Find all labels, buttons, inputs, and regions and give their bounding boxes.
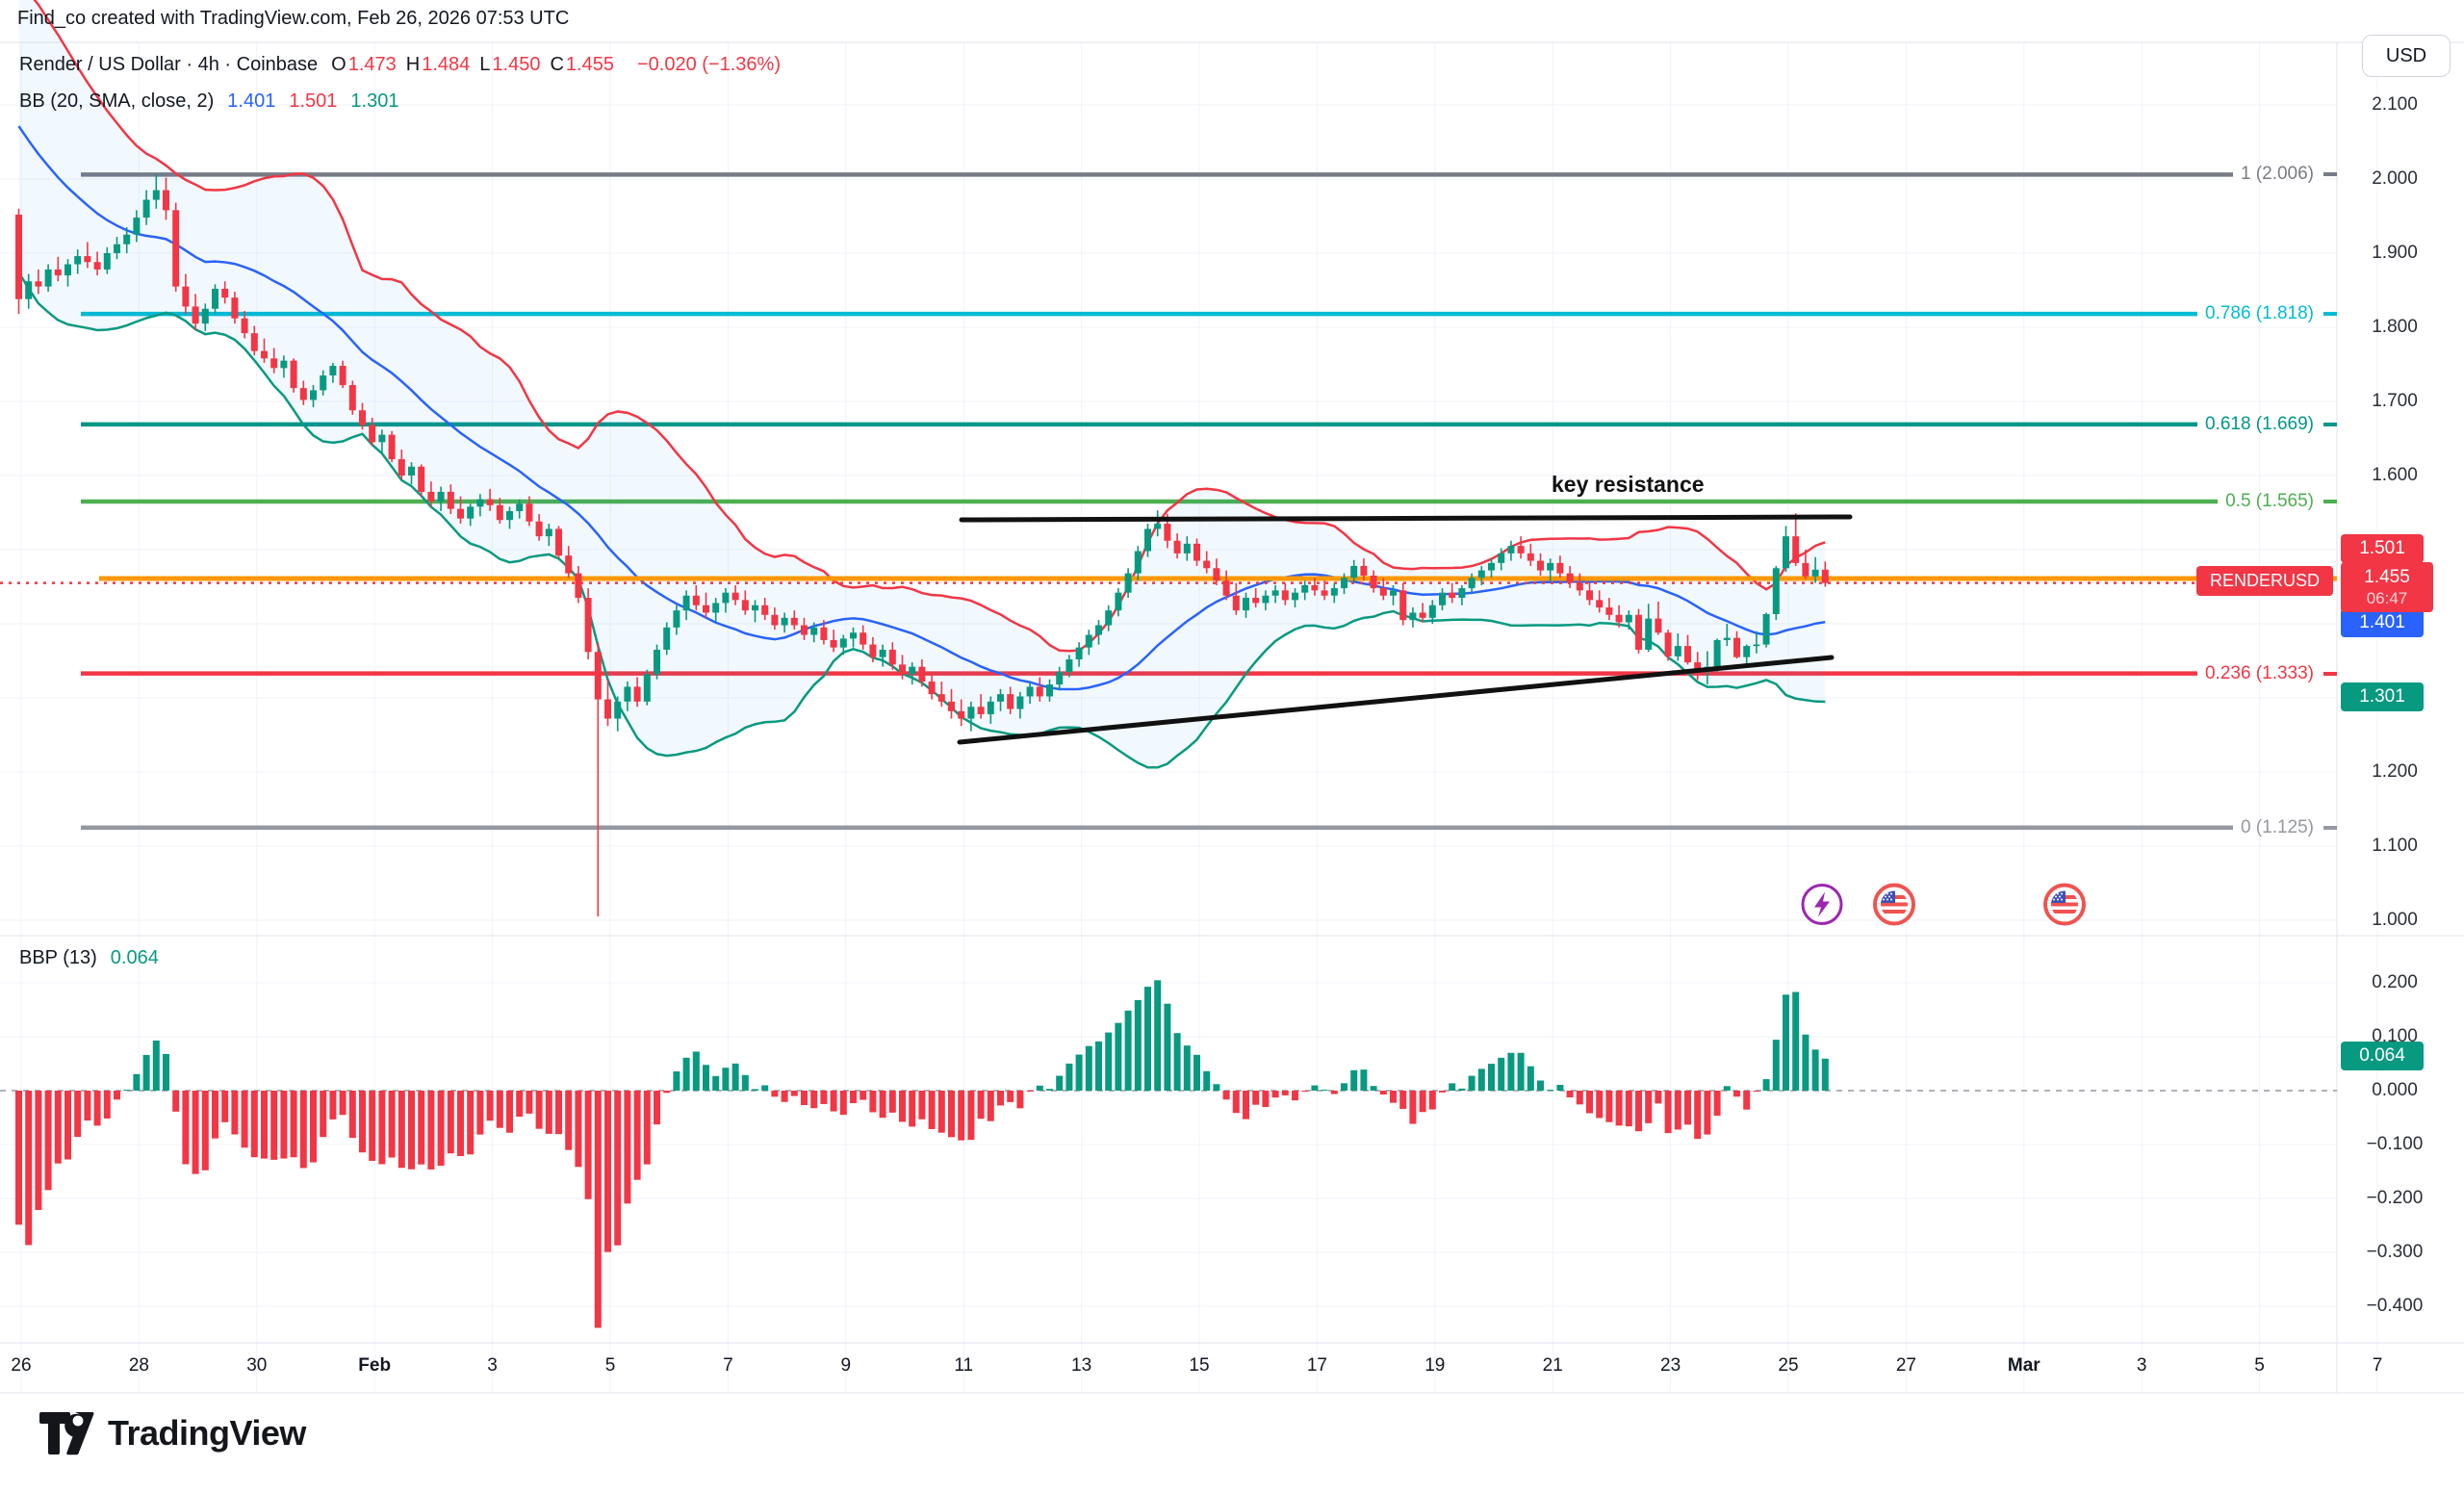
time-axis-label: 5 bbox=[604, 1355, 616, 1376]
tradingview-logo-icon bbox=[39, 1412, 94, 1455]
bb-label: BB (20, SMA, close, 2) bbox=[19, 90, 215, 112]
fib-level-dash bbox=[2323, 499, 2337, 503]
ohlc-l: L 1.450 bbox=[479, 54, 541, 75]
symbol-title: Render / US Dollar · 4h · Coinbase bbox=[19, 54, 319, 75]
ohlc-values: O 1.473 H 1.484 L 1.450 C 1.455 bbox=[331, 54, 624, 76]
bbp-axis-label: 0.100 bbox=[2372, 1026, 2418, 1046]
fib-level-label: 0.786 (1.818) bbox=[2196, 303, 2322, 325]
bbp-axis-label: 0.200 bbox=[2372, 972, 2418, 992]
fib-level-label: 0.5 (1.565) bbox=[2218, 490, 2322, 512]
bbp-axis-label: −0.100 bbox=[2366, 1134, 2424, 1154]
time-axis-label: 7 bbox=[723, 1355, 733, 1376]
bbp-axis-label: −0.400 bbox=[2366, 1296, 2424, 1316]
fib-level-dash bbox=[2323, 312, 2337, 317]
time-axis-label: 7 bbox=[2372, 1355, 2383, 1376]
time-axis-label: 11 bbox=[954, 1355, 974, 1376]
time-axis-label: 28 bbox=[128, 1355, 149, 1376]
time-axis-label: 9 bbox=[840, 1355, 852, 1376]
price-axis-label: 1.800 bbox=[2372, 317, 2418, 337]
bbp-label: BBP (13) bbox=[19, 947, 97, 968]
fib-level-dash bbox=[2323, 825, 2337, 830]
last-price-value: 1.455 bbox=[2364, 567, 2410, 587]
bbp-axis-label: −0.300 bbox=[2366, 1242, 2424, 1262]
bbp-indicator-legend[interactable]: BBP (13) 0.064 bbox=[19, 947, 159, 969]
time-axis-label: 21 bbox=[1542, 1355, 1563, 1376]
fib-level-label: 0 (1.125) bbox=[2232, 816, 2322, 838]
key-resistance-annotation[interactable]: key resistance bbox=[1552, 472, 1705, 497]
time-axis-label: 30 bbox=[246, 1355, 268, 1376]
bb-upper-value: 1.501 bbox=[289, 90, 338, 112]
bb-upper-badge: 1.501 bbox=[2341, 534, 2424, 564]
bb-lower-badge: 1.301 bbox=[2341, 682, 2424, 712]
fib-level-dash bbox=[2323, 422, 2337, 426]
fib-level-label: 1 (2.006) bbox=[2232, 164, 2322, 186]
time-axis-label: 26 bbox=[11, 1355, 32, 1376]
fib-level-dash bbox=[2323, 671, 2337, 676]
bb-lower-value: 1.301 bbox=[350, 90, 399, 112]
bbp-value-badge: 0.064 bbox=[2341, 1042, 2424, 1071]
ohlc-h: H 1.484 bbox=[405, 54, 471, 75]
time-axis-label: 27 bbox=[1895, 1355, 1916, 1376]
bbp-axis-label: −0.200 bbox=[2366, 1188, 2424, 1208]
attribution-header: Find_co created with TradingView.com, Fe… bbox=[17, 8, 570, 29]
change-value: −0.020 (−1.36%) bbox=[636, 54, 781, 75]
time-axis-label: 19 bbox=[1424, 1355, 1446, 1376]
fib-level-dash bbox=[2323, 172, 2337, 177]
ohlc-o: O 1.473 bbox=[331, 54, 397, 75]
price-axis-label: 2.000 bbox=[2372, 168, 2418, 189]
symbol-price-tag: RENDERUSD bbox=[2195, 566, 2333, 596]
price-axis-label: 1.900 bbox=[2372, 243, 2418, 263]
time-axis-label: 25 bbox=[1778, 1355, 1799, 1376]
fib-level-label: 0.236 (1.333) bbox=[2196, 662, 2322, 684]
price-axis-label: 1.600 bbox=[2372, 465, 2418, 485]
time-axis-label: 5 bbox=[2254, 1355, 2265, 1376]
tradingview-logo-text: TradingView bbox=[108, 1413, 306, 1453]
price-axis-label: 1.100 bbox=[2372, 836, 2418, 856]
bb-basis-value: 1.401 bbox=[227, 90, 276, 112]
lightning-event-icon[interactable] bbox=[1800, 883, 1844, 932]
time-axis-label: 13 bbox=[1071, 1355, 1092, 1376]
bb-indicator-legend[interactable]: BB (20, SMA, close, 2) 1.401 1.501 1.301 bbox=[19, 90, 398, 113]
price-axis-label: 1.200 bbox=[2372, 761, 2418, 782]
time-axis-label: 23 bbox=[1660, 1355, 1681, 1376]
symbol-legend[interactable]: Render / US Dollar · 4h · Coinbase O 1.47… bbox=[19, 54, 781, 76]
time-axis-label: 15 bbox=[1189, 1355, 1210, 1376]
time-axis-label: Feb bbox=[358, 1355, 392, 1376]
us-flag-event-icon[interactable] bbox=[1872, 883, 1916, 932]
price-axis-label: 1.700 bbox=[2372, 391, 2418, 411]
price-axis-label: 1.000 bbox=[2372, 910, 2418, 930]
bb-basis-badge: 1.401 bbox=[2341, 608, 2424, 638]
time-axis-label: 3 bbox=[2136, 1355, 2147, 1376]
bbp-value: 0.064 bbox=[110, 947, 159, 968]
ohlc-c: C 1.455 bbox=[550, 54, 614, 75]
time-axis-label: 17 bbox=[1306, 1355, 1327, 1376]
bar-countdown: 06:47 bbox=[2366, 589, 2408, 607]
time-axis-label: Mar bbox=[2007, 1355, 2040, 1376]
tradingview-logo[interactable]: TradingView bbox=[38, 1411, 306, 1455]
time-axis-label: 3 bbox=[487, 1355, 498, 1376]
us-flag-event-icon[interactable] bbox=[2042, 883, 2087, 932]
bbp-axis-label: 0.000 bbox=[2372, 1080, 2418, 1100]
price-axis-label: 2.100 bbox=[2372, 94, 2418, 115]
currency-toggle-button[interactable]: USD bbox=[2362, 35, 2451, 77]
last-price-badge: 1.455 06:47 bbox=[2341, 562, 2433, 612]
fib-level-label: 0.618 (1.669) bbox=[2196, 413, 2322, 435]
